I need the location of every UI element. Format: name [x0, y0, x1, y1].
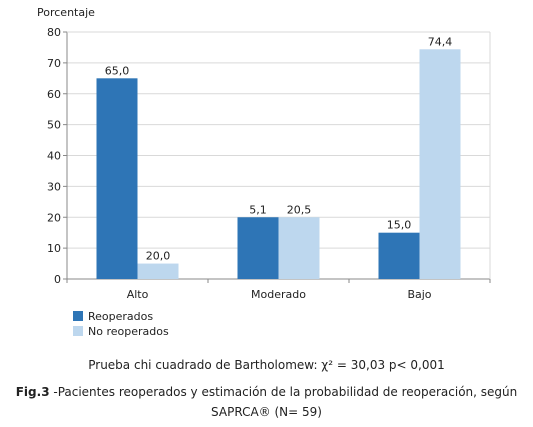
bar: [278, 217, 320, 279]
data-label: 74,4: [428, 35, 453, 48]
y-tick-label: 40: [47, 150, 61, 163]
x-category-label: Bajo: [407, 288, 431, 301]
x-category-label: Moderado: [251, 288, 306, 301]
bars: [96, 49, 461, 279]
legend-swatch: [73, 311, 83, 321]
legend-label: Reoperados: [88, 310, 153, 323]
legend-swatch: [73, 326, 83, 336]
data-label: 5,1: [249, 203, 267, 216]
y-tick-label: 30: [47, 180, 61, 193]
legend-label: No reoperados: [88, 325, 169, 338]
y-tick-label: 0: [54, 273, 61, 286]
caption-text: -Pacientes reoperados y estimación de la…: [49, 385, 518, 419]
y-tick-label: 80: [47, 26, 61, 39]
bar: [237, 217, 279, 279]
x-category-label: Alto: [127, 288, 149, 301]
bar-chart: Porcentaje 0 10 20 30 40 50 60 70 80 65,0 20,0 5,1…: [37, 6, 491, 338]
y-axis-label: Porcentaje: [37, 6, 95, 19]
bar: [419, 49, 461, 279]
figure-number: Fig.3: [15, 385, 50, 399]
data-labels: 65,0 20,0 5,1 20,5 15,0 74,4: [105, 35, 453, 262]
data-label: 20,0: [146, 250, 171, 263]
y-tick-label: 50: [47, 119, 61, 132]
y-tick-label: 60: [47, 88, 61, 101]
x-axis-categories: Alto Moderado Bajo: [127, 288, 432, 301]
data-label: 65,0: [105, 64, 130, 77]
bar: [137, 263, 179, 279]
y-tick-label: 70: [47, 57, 61, 70]
y-tick-label: 20: [47, 211, 61, 224]
bar: [96, 78, 138, 279]
data-label: 15,0: [387, 219, 412, 232]
y-axis-ticks: 0 10 20 30 40 50 60 70 80: [47, 26, 67, 286]
figure-caption: Fig.3 -Pacientes reoperados y estimación…: [10, 382, 523, 422]
data-label: 20,5: [287, 203, 312, 216]
bar: [378, 232, 420, 279]
statistical-note: Prueba chi cuadrado de Bartholomew: χ² =…: [88, 358, 445, 372]
y-tick-label: 10: [47, 242, 61, 255]
legend: Reoperados No reoperados: [73, 310, 169, 338]
